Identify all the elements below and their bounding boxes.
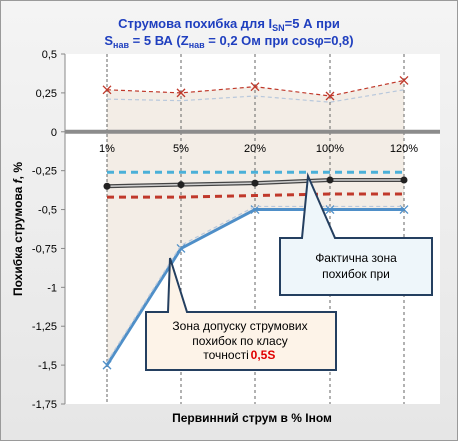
- y-tick-label: -1: [47, 282, 57, 294]
- marker-stroke: [325, 205, 335, 215]
- series-line: [107, 192, 404, 199]
- marker-stroke: [176, 243, 186, 253]
- series-point: [326, 176, 334, 184]
- accuracy-class-value: 0,5S: [251, 348, 276, 362]
- actual-zone-callout: [279, 172, 433, 296]
- series-point: [399, 205, 409, 215]
- series-point: [103, 182, 111, 190]
- y-tick-label: -1,25: [32, 321, 57, 333]
- series-point: [176, 88, 186, 98]
- x-category-labels: 1% 5% 20% 100% 120%: [99, 143, 418, 155]
- series-point: [400, 176, 408, 184]
- actual-zone-text-1: Фактична зона: [315, 251, 397, 265]
- x-category-label: 120%: [390, 143, 418, 155]
- y-tick-label: 0: [51, 127, 57, 139]
- y-tick-label: -0,75: [32, 243, 57, 255]
- x-category-label: 20%: [244, 143, 266, 155]
- x-category-label: 1%: [99, 143, 115, 155]
- series-point: [250, 82, 260, 92]
- series-point: [176, 243, 186, 253]
- tolerance-zone-callout: [145, 257, 337, 371]
- marker-stroke: [325, 91, 335, 101]
- chart-title-line2: Sнав = 5 ВА (Zнав = 0,2 Ом при cosφ=0,8): [104, 33, 353, 50]
- series-point: [102, 85, 112, 95]
- y-tick-label: 0,25: [36, 88, 57, 100]
- marker-stroke: [399, 75, 409, 85]
- x-category-label: 100%: [316, 143, 344, 155]
- series-line: [106, 205, 404, 363]
- y-tick-label: 0,5: [42, 49, 57, 61]
- actual-zone-text-2: похибок при: [322, 267, 390, 281]
- marker-stroke: [399, 205, 409, 215]
- series-layer: [102, 75, 409, 370]
- marker-stroke: [102, 360, 112, 370]
- series-point: [177, 181, 185, 189]
- series-point: [399, 75, 409, 85]
- marker-stroke: [102, 85, 112, 95]
- series-line: [106, 89, 405, 103]
- series-point: [102, 360, 112, 370]
- y-tick-label: -0,5: [38, 205, 57, 217]
- tolerance-zone-text-2: похибок по класу: [192, 334, 287, 348]
- y-tick-label: -1,5: [38, 360, 57, 372]
- tolerance-zone-text-3: точності: [203, 348, 249, 362]
- y-axis-label: Похибка струмова f, %: [11, 162, 25, 296]
- y-tick-label: -0,25: [32, 166, 57, 178]
- marker-stroke: [250, 82, 260, 92]
- marker-stroke: [176, 88, 186, 98]
- y-tick-labels: 0,5 0,25 0 -0,25 -0,5 -0,75 -1 -1,25 -1,5 -1,75: [32, 49, 65, 411]
- chart-title-line1: Струмова похибка для ISN=5 А при: [118, 16, 340, 33]
- x-axis-label: Первинний струм в % Іном: [172, 411, 332, 425]
- tolerance-zone-text-1: Зона допуску струмових: [172, 319, 307, 333]
- y-tick-label: -1,75: [32, 399, 57, 411]
- series-point: [251, 179, 259, 187]
- series-point: [325, 91, 335, 101]
- x-category-label: 5%: [173, 143, 189, 155]
